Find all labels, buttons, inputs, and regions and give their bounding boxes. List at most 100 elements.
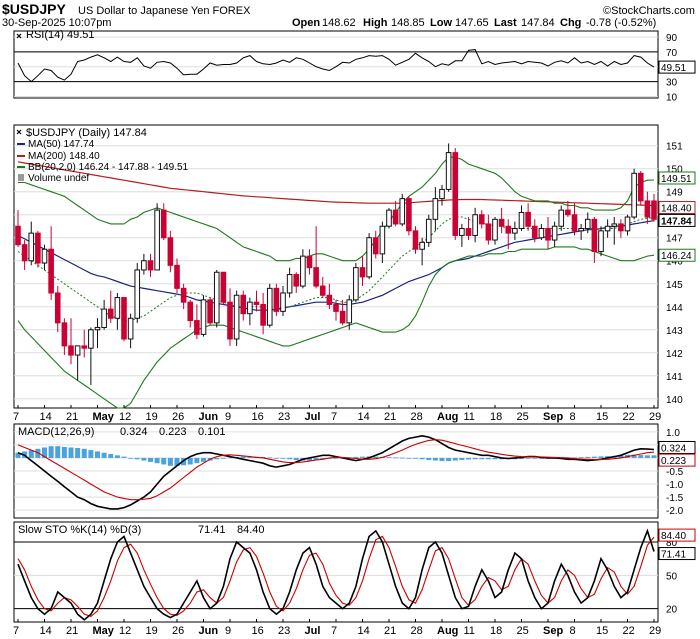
macd-last-value: 0.324 — [661, 443, 686, 454]
candle-body — [319, 285, 326, 296]
candle-body — [379, 225, 386, 255]
macd-histogram-bar — [148, 457, 153, 462]
macd-histogram-bar — [532, 457, 538, 459]
macd-histogram-bar — [154, 457, 160, 464]
candle-body — [452, 152, 459, 236]
candle-body — [512, 228, 518, 234]
macd-histogram-bar — [419, 457, 425, 460]
candle-body — [644, 200, 651, 218]
price-y-tick: 140 — [666, 395, 683, 406]
candle-body — [54, 292, 61, 324]
sto-x-tick: 12 — [119, 625, 131, 637]
macd-histogram-bar — [618, 455, 624, 458]
price-y-tick: 141 — [666, 372, 683, 383]
candle-body — [273, 287, 280, 312]
macd-histogram-bar — [446, 457, 452, 462]
macd-histogram-bar — [631, 454, 637, 458]
macd-histogram-bar — [538, 457, 544, 459]
macd-histogram-bar — [28, 450, 34, 458]
candle-body — [280, 292, 286, 312]
macd-histogram-bar — [413, 457, 418, 459]
price-x-tick: Jun — [199, 411, 219, 423]
macd-histogram-bar — [227, 457, 233, 459]
sto-x-tick: 16 — [252, 625, 264, 637]
settings-icon[interactable] — [16, 129, 22, 135]
macd-histogram-bar — [61, 446, 67, 458]
macd-histogram-bar — [220, 457, 226, 459]
sto-x-tick: 7 — [13, 625, 19, 637]
macd-histogram-bar — [472, 457, 478, 460]
sto-x-tick: 19 — [146, 625, 158, 637]
bb-legend: BB(20,2.0) 146.24 - 147.88 - 149.51 — [28, 162, 189, 173]
candle-body — [81, 345, 88, 349]
candle-body — [227, 301, 233, 340]
volume-legend: Volume undef — [28, 173, 89, 184]
sto-x-tick: 22 — [623, 625, 635, 637]
candle-body — [127, 317, 134, 340]
sto-x-tick: 21 — [384, 625, 396, 637]
candle-body — [141, 260, 147, 271]
sto-k-value: 71.41 — [661, 550, 686, 561]
last-price-value: 147.84 — [661, 216, 692, 227]
candle-body — [187, 301, 194, 322]
sto-x-tick: 21 — [66, 625, 78, 637]
macd-histogram-bar — [572, 457, 577, 459]
candle-body — [306, 255, 313, 269]
price-x-tick: May — [93, 411, 115, 423]
price-x-tick: 14 — [40, 411, 52, 423]
candle-body — [326, 294, 333, 305]
macd-histogram-bar — [452, 457, 458, 461]
macd-histogram-bar — [519, 457, 524, 459]
candle-body — [266, 287, 273, 326]
candle-body — [578, 228, 584, 232]
candle-body — [260, 303, 266, 326]
macd-histogram-bar — [280, 457, 286, 459]
candle-body — [35, 232, 41, 264]
sto-y-tick: 20 — [666, 605, 678, 616]
sto-x-tick: 29 — [649, 625, 661, 637]
sto-x-tick: 14 — [40, 625, 52, 637]
rsi-frame — [13, 30, 659, 99]
macd-histogram-bar — [194, 457, 200, 464]
candle-body — [406, 198, 412, 232]
sto-x-tick: Aug — [437, 625, 458, 637]
macd-histogram-bar — [459, 457, 465, 461]
macd-histogram-bar — [399, 457, 405, 459]
settings-icon[interactable] — [16, 33, 22, 39]
price-y-tick: 149 — [666, 188, 683, 199]
brand-logo[interactable]: ©StockCharts.com — [603, 5, 695, 17]
macd-histogram-bar — [287, 457, 293, 460]
candle-body — [247, 301, 253, 315]
rsi-last-value-box — [658, 60, 696, 74]
candle-body — [611, 223, 618, 227]
candle-body — [61, 322, 68, 347]
macd-line — [17, 434, 655, 510]
sto-d-value-box — [658, 528, 696, 542]
candle-body — [445, 152, 452, 190]
macd-histogram-bar — [128, 457, 134, 459]
candle-body — [200, 299, 207, 335]
candle-body — [505, 225, 512, 234]
price-x-tick: 18 — [490, 411, 502, 423]
macd-histogram-bar — [432, 457, 438, 461]
macd-signal-value-box — [658, 453, 696, 467]
macd-signal-line — [17, 439, 655, 501]
candle-body — [21, 244, 28, 262]
macd-histogram-bar — [240, 456, 246, 458]
price-x-tick: 25 — [517, 411, 529, 423]
macd-y-tick: -2.0 — [666, 506, 684, 517]
macd-histogram-bar — [48, 446, 54, 458]
price-legend: $USDJPY (Daily) 147.84 MA(50) 147.74 MA(… — [16, 127, 189, 184]
macd-histogram-bar — [360, 456, 365, 458]
bb-upper-value-box — [658, 171, 696, 185]
rsi-y-tick: 10 — [666, 93, 678, 104]
macd-histogram-bar — [174, 457, 180, 466]
candle-body — [101, 308, 107, 328]
low-label: Low — [430, 17, 452, 29]
macd-histogram-bar — [644, 455, 650, 458]
macd-histogram-bar — [167, 457, 173, 466]
candle-body — [565, 209, 571, 216]
sto-x-tick: 28 — [411, 625, 423, 637]
